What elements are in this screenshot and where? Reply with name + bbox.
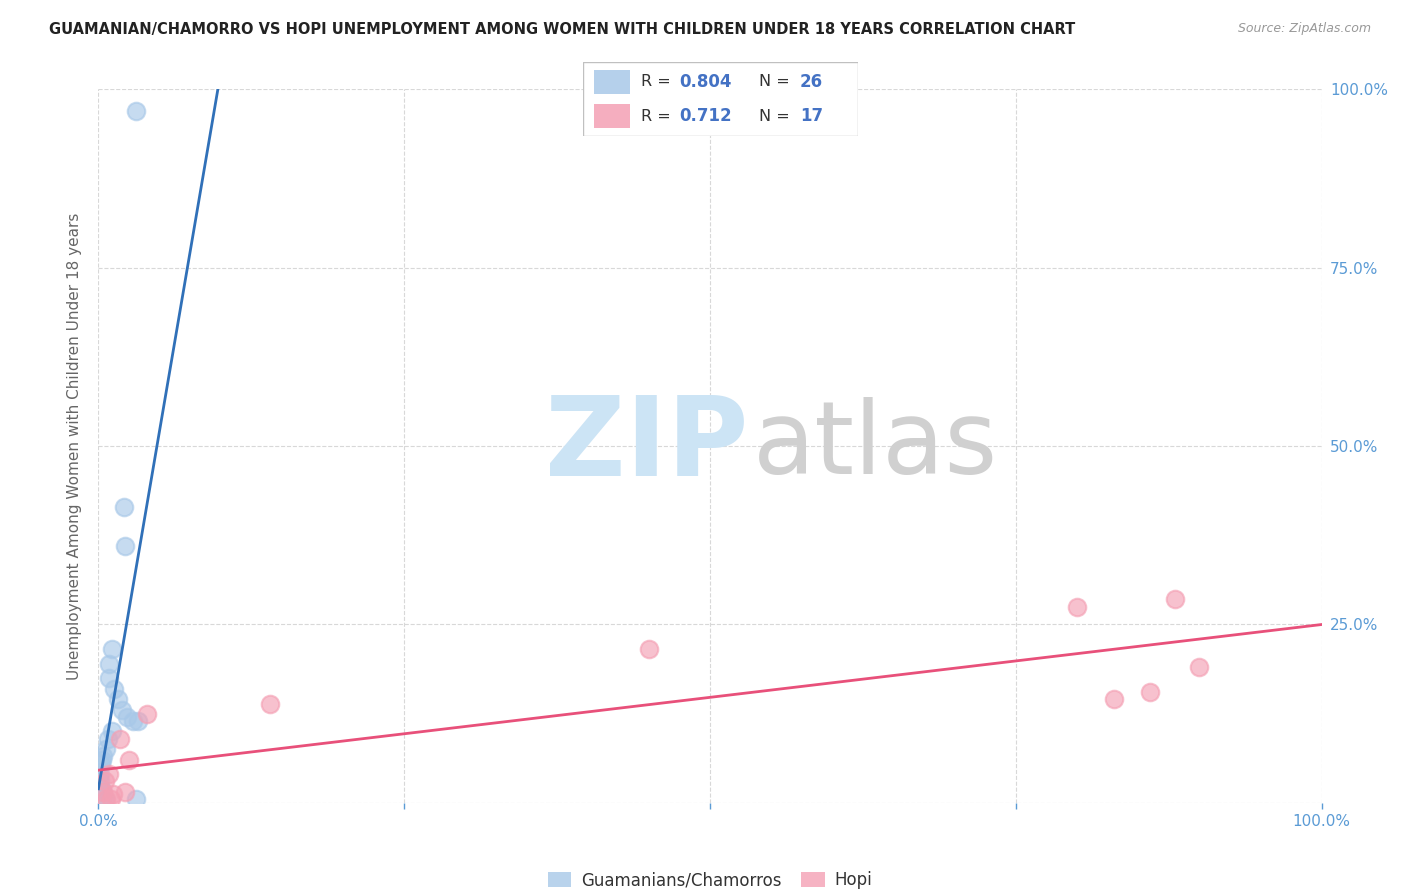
Point [91,785,114,799]
Point [111,703,134,717]
Bar [595,104,630,128]
Text: R =: R = [641,74,676,89]
Text: 0.804: 0.804 [679,73,733,91]
Point [1164,592,1187,607]
Legend: Guamanians/Chamorros, Hopi: Guamanians/Chamorros, Hopi [541,864,879,892]
Point [90,756,112,771]
Point [638,642,661,657]
Point [98,657,121,671]
Point [98,671,121,685]
Point [125,792,148,806]
Point [97,731,120,746]
Point [121,714,143,728]
Point [94,742,117,756]
Point [91,789,114,803]
Point [93,774,115,789]
Point [91,753,114,767]
Point [125,103,148,118]
Point [127,714,149,728]
Point [136,706,159,721]
Text: ZIP: ZIP [546,392,748,500]
Point [259,698,281,712]
Point [100,792,122,806]
Point [1139,685,1161,699]
Point [91,749,114,764]
Text: 0.712: 0.712 [679,107,733,125]
Text: N =: N = [759,109,794,124]
Point [101,724,124,739]
Point [118,753,141,767]
Point [98,767,121,781]
Text: Source: ZipAtlas.com: Source: ZipAtlas.com [1237,22,1371,36]
Point [103,681,125,696]
Point [1102,692,1125,706]
Point [101,642,124,657]
Y-axis label: Unemployment Among Women with Children Under 18 years: Unemployment Among Women with Children U… [67,212,83,680]
Text: atlas: atlas [752,397,998,495]
Point [110,731,132,746]
Point [107,692,129,706]
Point [91,783,114,797]
Point [114,785,136,799]
Point [94,792,117,806]
Text: R =: R = [641,109,681,124]
Point [101,787,124,801]
Point [1188,660,1211,674]
Point [90,781,112,796]
Text: 26: 26 [800,73,823,91]
Point [89,767,111,781]
Point [93,792,115,806]
Point [115,710,138,724]
Point [1066,599,1088,614]
Point [89,774,111,789]
Point [112,500,135,514]
Point [114,539,136,553]
Text: GUAMANIAN/CHAMORRO VS HOPI UNEMPLOYMENT AMONG WOMEN WITH CHILDREN UNDER 18 YEARS: GUAMANIAN/CHAMORRO VS HOPI UNEMPLOYMENT … [49,22,1076,37]
Text: N =: N = [759,74,794,89]
Bar [595,70,630,94]
Point [91,785,114,799]
FancyBboxPatch shape [583,62,858,136]
Text: 17: 17 [800,107,823,125]
